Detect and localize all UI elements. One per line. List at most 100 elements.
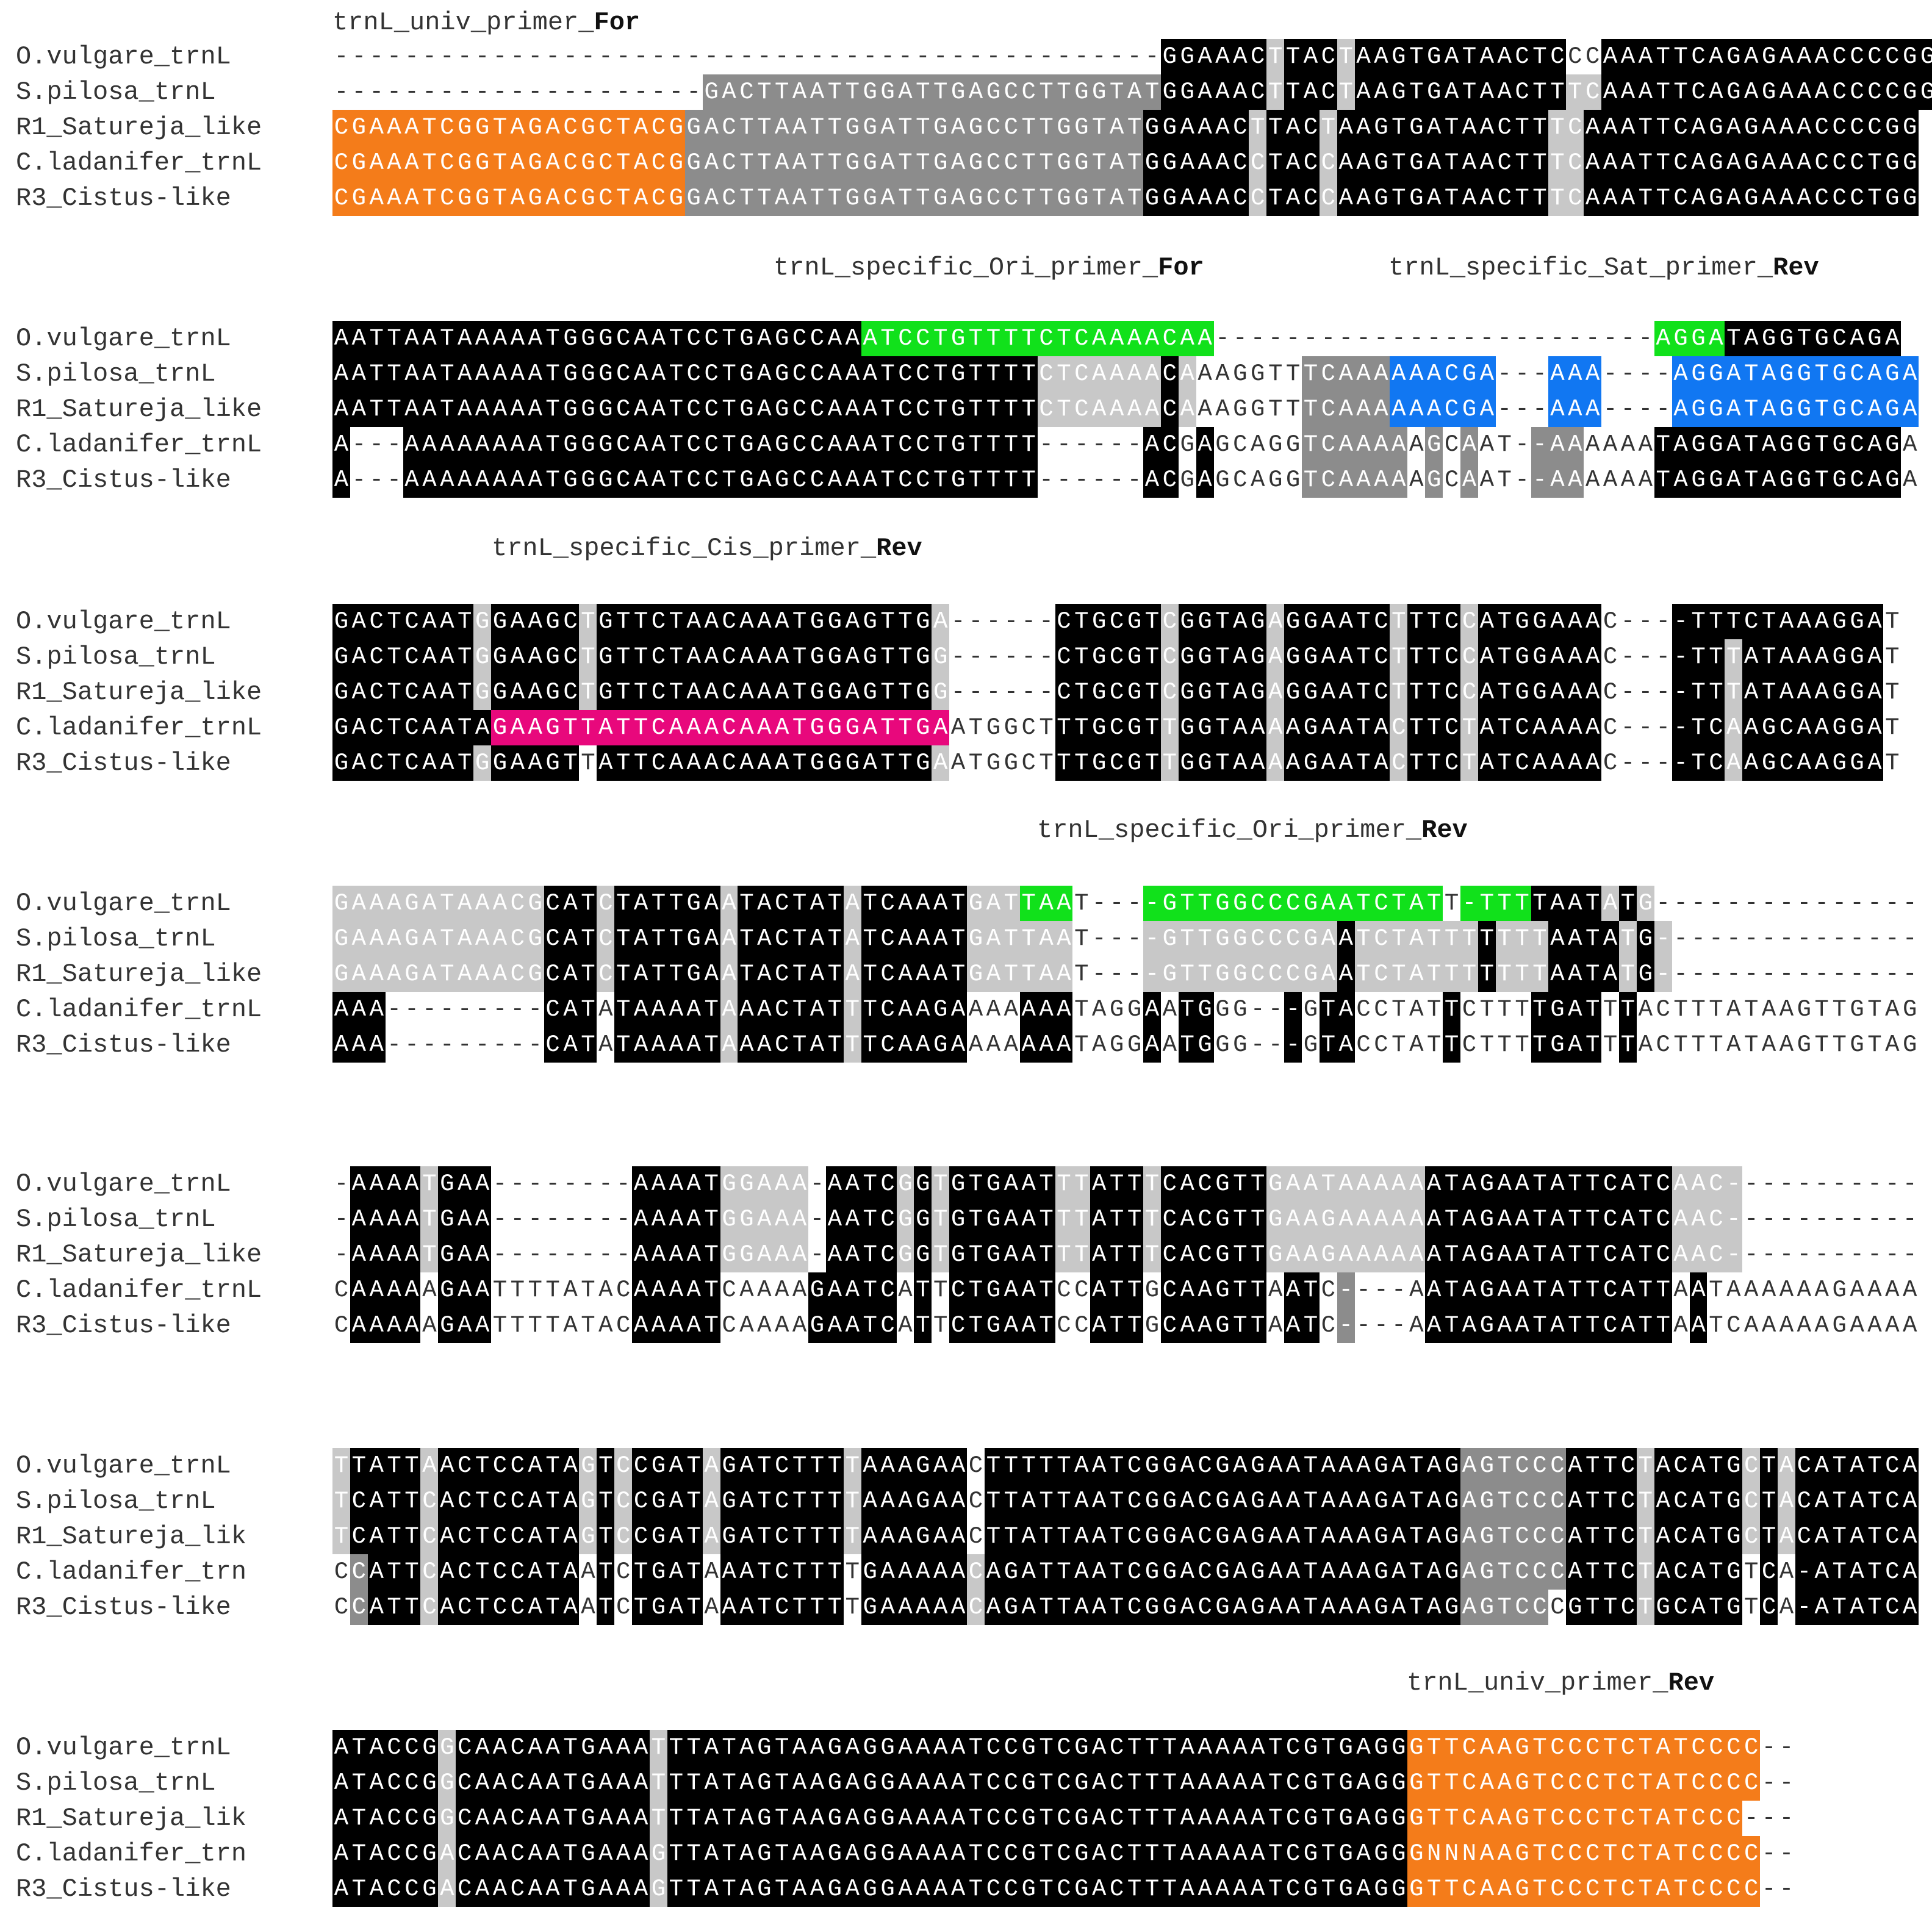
sequence-name: R3_Cistus-like [16, 1593, 231, 1622]
base-cell: T [861, 1237, 879, 1272]
base-cell: - [491, 1202, 509, 1237]
base-cell: C [1108, 604, 1126, 639]
base-cell: A [491, 1801, 509, 1836]
base-cell: T [967, 1202, 985, 1237]
primer-label: trnL_specific_Cis_primer_Rev [492, 534, 922, 563]
base-cell: T [932, 1166, 950, 1202]
base-cell: G [561, 392, 580, 427]
base-cell: A [1601, 427, 1620, 462]
base-cell: G [579, 1519, 597, 1554]
base-cell: G [808, 710, 826, 745]
base-cell: T [1108, 1237, 1126, 1272]
base-cell: G [1478, 1272, 1496, 1308]
base-cell: A [1037, 1027, 1055, 1063]
base-cell: G [1513, 1765, 1531, 1801]
base-cell: G [1160, 1448, 1179, 1483]
base-cell: - [350, 39, 368, 74]
base-cell: T [1689, 745, 1708, 781]
base-cell: - [385, 39, 403, 74]
base-cell: G [1160, 1590, 1179, 1625]
base-cell: T [861, 1166, 879, 1202]
base-cell: A [667, 1027, 685, 1063]
base-cell: T [1090, 110, 1108, 145]
base-cell: C [561, 675, 580, 710]
base-cell: T [1249, 1166, 1267, 1202]
base-cell: T [1037, 1519, 1055, 1554]
base-cell: A [1725, 745, 1743, 781]
base-cell: T [1760, 604, 1778, 639]
base-cell: T [350, 1730, 368, 1765]
base-cell: G [1795, 427, 1813, 462]
base-cell: T [1037, 745, 1055, 781]
base-cell: C [1319, 74, 1337, 110]
base-cell: A [702, 145, 720, 181]
base-cell: A [949, 992, 968, 1027]
base-cell: T [1390, 145, 1408, 181]
base-cell: T [473, 1448, 492, 1483]
base-cell: G [932, 992, 950, 1027]
base-cell: C [508, 1554, 526, 1590]
base-cell: T [1301, 462, 1320, 498]
base-cell: T [579, 710, 597, 745]
base-cell: A [1284, 1308, 1302, 1343]
base-cell: A [350, 745, 368, 781]
base-cell: T [667, 956, 685, 992]
base-cell: C [1513, 1590, 1531, 1625]
base-cell: T [1531, 1272, 1549, 1308]
base-cell: C [773, 956, 791, 992]
base-cell: A [1654, 1483, 1672, 1519]
base-cell: C [808, 427, 826, 462]
base-cell: C [1707, 745, 1725, 781]
base-cell: - [367, 74, 386, 110]
base-cell: T [684, 1448, 703, 1483]
base-cell: A [367, 992, 386, 1027]
base-cell: G [1830, 745, 1848, 781]
base-cell: T [1390, 886, 1408, 921]
base-cell: C [1319, 145, 1337, 181]
base-cell: G [650, 1836, 667, 1871]
base-cell: A [1478, 427, 1496, 462]
base-cell: - [1778, 1765, 1795, 1801]
base-cell: G [914, 1237, 932, 1272]
base-cell: G [1725, 39, 1743, 74]
base-cell: T [1055, 321, 1073, 356]
base-cell: C [1072, 1308, 1091, 1343]
base-cell: - [597, 1237, 615, 1272]
base-cell: T [791, 1483, 809, 1519]
base-cell: G [1196, 639, 1214, 675]
base-cell: - [1495, 392, 1514, 427]
base-cell: C [1672, 1554, 1690, 1590]
base-cell: T [491, 145, 509, 181]
base-cell: A [561, 1483, 580, 1519]
base-cell: A [896, 886, 914, 921]
base-cell: A [350, 356, 368, 392]
base-cell: A [1812, 675, 1831, 710]
base-cell: A [773, 710, 791, 745]
base-cell: G [738, 356, 756, 392]
base-cell: A [755, 356, 774, 392]
base-cell: G [1284, 427, 1302, 462]
base-cell: C [1707, 1166, 1725, 1202]
base-cell: A [420, 675, 439, 710]
base-cell: T [1126, 1801, 1143, 1836]
base-cell: T [1883, 675, 1901, 710]
base-cell: T [650, 921, 667, 956]
base-cell: C [1160, 1202, 1179, 1237]
base-cell: T [861, 1202, 879, 1237]
base-cell: C [508, 1836, 526, 1871]
base-cell: A [544, 1730, 562, 1765]
base-cell: G [1513, 1836, 1531, 1871]
base-cell: T [544, 321, 562, 356]
base-cell: G [350, 145, 368, 181]
base-cell: A [1513, 1166, 1531, 1202]
base-cell: A [1601, 921, 1620, 956]
base-cell: T [1002, 392, 1020, 427]
base-cell: C [878, 1166, 897, 1202]
base-cell: C [896, 462, 914, 498]
base-cell: T [597, 1519, 615, 1554]
base-cell: T [843, 1554, 861, 1590]
base-cell: C [1002, 74, 1020, 110]
base-cell: G [561, 321, 580, 356]
base-cell: A [914, 1871, 932, 1907]
